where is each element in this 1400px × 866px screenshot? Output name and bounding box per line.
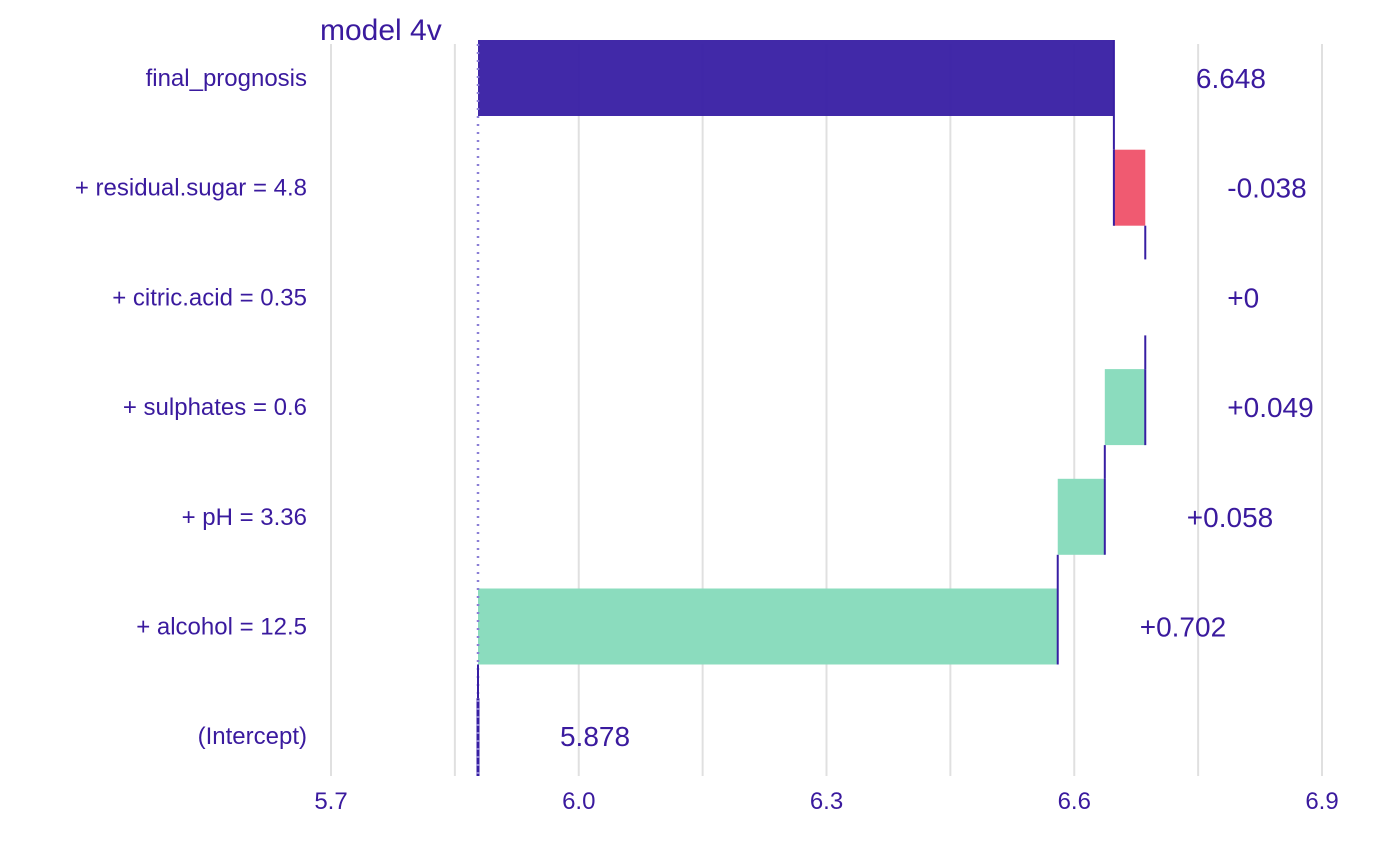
x-tick-label: 5.7	[314, 788, 347, 815]
x-tick-label: 6.3	[810, 788, 843, 815]
value-label: +0	[1227, 282, 1259, 313]
x-tick-label: 6.9	[1305, 788, 1338, 815]
value-label: 6.648	[1196, 63, 1266, 94]
value-label: +0.702	[1140, 612, 1226, 643]
bar	[477, 588, 1058, 665]
bar	[1113, 149, 1146, 226]
row-label: final_prognosis	[146, 65, 307, 92]
row-label: + citric.acid = 0.35	[112, 284, 307, 311]
x-tick-label: 6.0	[562, 788, 595, 815]
value-labels: 6.648 -0.038 +0 +0.049 +0.058 +0.702 5.878	[560, 63, 1314, 752]
bar	[1057, 478, 1105, 555]
x-axis-ticks: 5.7 6.0 6.3 6.6 6.9	[314, 788, 1338, 815]
value-label: +0.049	[1227, 392, 1313, 423]
value-label: 5.878	[560, 721, 630, 752]
grid-lines	[330, 44, 1323, 776]
row-labels: final_prognosis + residual.sugar = 4.8 + c…	[75, 65, 307, 750]
x-tick-label: 6.6	[1058, 788, 1091, 815]
value-label: -0.038	[1227, 173, 1306, 204]
row-label: + pH = 3.36	[182, 504, 307, 531]
row-label: + sulphates = 0.6	[123, 394, 307, 421]
bar	[477, 40, 1114, 116]
chart-title: model 4v	[320, 14, 442, 47]
connectors	[476, 44, 1147, 776]
bar	[1104, 369, 1146, 446]
row-label: + alcohol = 12.5	[136, 614, 307, 641]
row-label: (Intercept)	[198, 723, 307, 750]
bars	[476, 40, 1147, 776]
value-label: +0.058	[1187, 502, 1273, 533]
row-label: + residual.sugar = 4.8	[75, 175, 307, 202]
